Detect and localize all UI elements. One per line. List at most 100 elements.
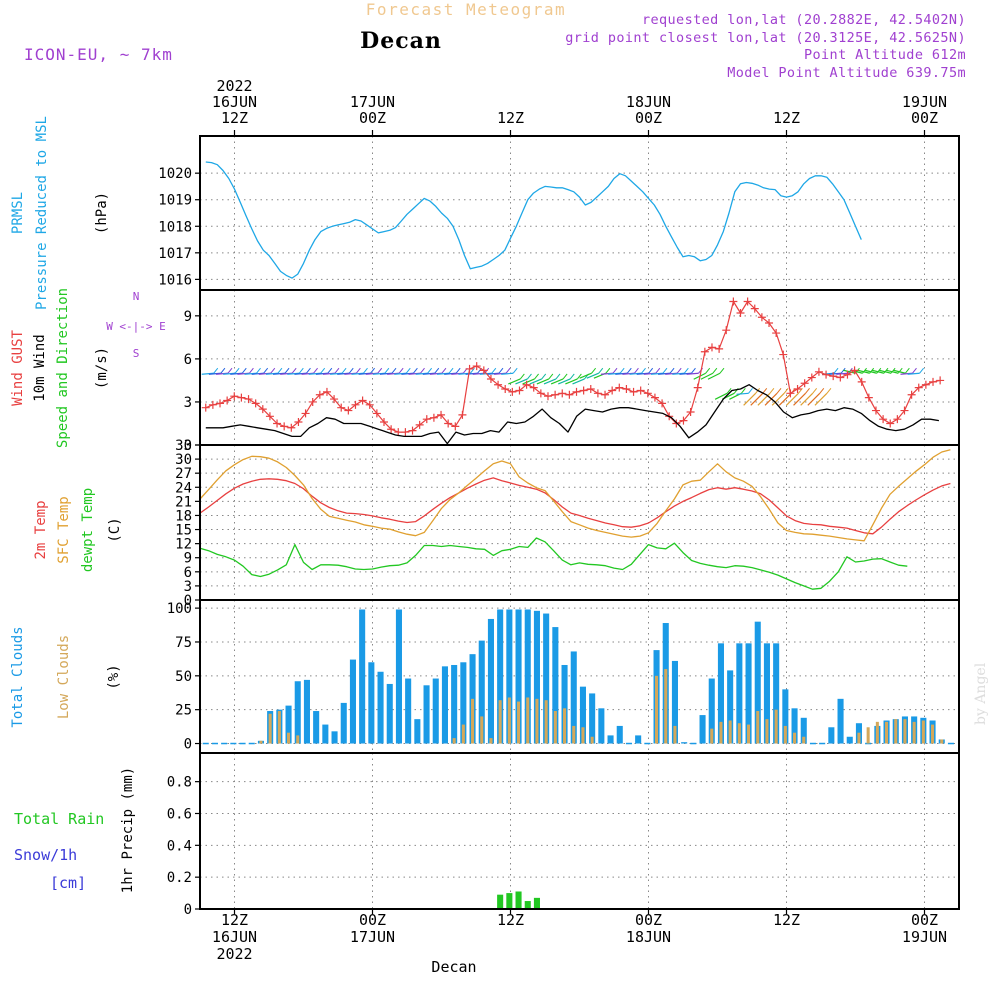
rain-bar — [515, 891, 522, 909]
gust-marker — [508, 387, 517, 396]
wind-barb — [864, 369, 877, 374]
gust-marker — [351, 400, 360, 409]
low-cloud-bar — [802, 736, 806, 744]
rain-label: Total Rain — [14, 810, 104, 828]
gust-marker — [287, 423, 296, 432]
snow-unit-label: [cm] — [50, 874, 86, 892]
low-cloud-bar — [489, 738, 493, 744]
credit-label: by Angel — [973, 662, 989, 725]
y-tick-label: 1020 — [158, 166, 192, 182]
wind-unit: (m/s) — [94, 347, 110, 389]
y-tick-label: 21 — [175, 494, 192, 510]
y-tick-label: 1016 — [158, 272, 192, 288]
top-time-label: 18JUN — [626, 93, 671, 111]
low-cloud-bar — [903, 719, 907, 744]
gust-marker — [444, 419, 453, 428]
total-cloud-bar — [285, 705, 292, 744]
low-cloud-bar — [553, 711, 557, 744]
gust-marker — [308, 397, 317, 406]
wind-barb-flag — [634, 367, 639, 374]
gust-marker — [750, 304, 759, 313]
low-cloud-bar — [471, 698, 475, 744]
gust-marker — [900, 406, 909, 415]
wind-barb-flag — [783, 388, 789, 394]
total-cloud-bar — [533, 610, 540, 744]
gust-marker — [230, 392, 239, 401]
wind-barb-flag — [883, 367, 889, 374]
low-cloud-bar — [765, 719, 769, 744]
total-cloud-bar — [727, 670, 734, 744]
wind-barb — [550, 378, 564, 385]
total-cloud-bar — [782, 689, 789, 744]
gust-marker — [322, 387, 331, 396]
low-cloud-bar — [535, 698, 539, 744]
low-cloud-bar — [912, 721, 916, 744]
wind-barb — [871, 369, 885, 374]
low-cloud-bar — [544, 700, 548, 744]
gust-marker — [893, 415, 902, 424]
wind-barb-flag — [847, 367, 853, 374]
total-cloud-bar — [828, 727, 835, 744]
wind-barb — [907, 372, 920, 375]
y-tick-label: 3 — [184, 395, 192, 411]
gust-marker — [437, 410, 446, 419]
bottom-time-label: 00Z — [359, 911, 386, 929]
gust-marker — [800, 379, 809, 388]
gust-marker — [501, 385, 510, 394]
gust-marker — [429, 413, 438, 422]
low-cloud-bar — [857, 732, 861, 744]
wind-barb-flag — [641, 367, 646, 374]
wind-barb-flag — [840, 367, 846, 374]
wind-barb-flag — [341, 367, 347, 374]
wind-direction-label: Speed and Direction — [55, 288, 71, 448]
wind-barb-flag — [277, 367, 283, 374]
wind-barb-flag — [662, 367, 668, 374]
wind-barb-flag — [919, 367, 925, 374]
wind-barb-flag — [320, 367, 326, 374]
wind-barb-flag — [769, 388, 775, 394]
wind-barb-flag — [420, 367, 425, 374]
gust-marker — [280, 422, 289, 431]
wind-barb-flag — [669, 367, 675, 374]
rain-bar — [506, 893, 513, 909]
total-cloud-bar — [846, 736, 853, 744]
total-cloud-bar — [377, 671, 384, 744]
y-tick-label: 9 — [184, 551, 192, 567]
low-cloud-bar — [756, 711, 760, 744]
gust-marker — [273, 419, 282, 428]
total-cloud-bar — [570, 651, 577, 744]
gust-marker — [857, 377, 866, 386]
wind-barb-flag — [391, 367, 397, 374]
wind-barb-flag — [455, 367, 461, 374]
total-cloud-bar — [745, 643, 752, 744]
wind-barb-flag — [270, 367, 276, 374]
total-cloud-bar — [359, 609, 366, 744]
wind-barb — [515, 378, 528, 385]
wind-barb-flag — [470, 367, 475, 374]
low-cloud-bar — [664, 669, 668, 744]
wind-barb-flag — [313, 367, 318, 374]
bottom-time-label: 2022 — [216, 945, 252, 963]
gust-marker — [871, 406, 880, 415]
total-cloud-bar — [681, 742, 688, 744]
gust-marker — [672, 419, 681, 428]
y-tick-label: 33 — [175, 438, 192, 454]
wind-barb — [857, 369, 870, 374]
wind-barb — [736, 392, 749, 395]
total-cloud-bar — [837, 698, 844, 744]
total-cloud-bar — [405, 678, 412, 744]
gust-marker — [551, 390, 560, 399]
gust-marker — [401, 428, 410, 437]
wind-barb-flag — [876, 367, 882, 374]
gust-marker — [707, 343, 716, 352]
total-cloud-bar — [736, 643, 743, 744]
pressure-label: Pressure Reduced to MSL — [34, 116, 50, 310]
total-cloud-bar — [340, 702, 347, 744]
wind-barb-flag — [833, 367, 839, 374]
gust-marker — [558, 389, 567, 398]
total-cloud-bar — [487, 618, 494, 744]
wind-barb-flag — [869, 367, 875, 374]
gridpoint-coords: grid point closest lon,lat (20.3125E, 42… — [565, 30, 966, 46]
total-cloud-bar — [386, 683, 393, 744]
wind-barb-flag — [726, 388, 732, 394]
